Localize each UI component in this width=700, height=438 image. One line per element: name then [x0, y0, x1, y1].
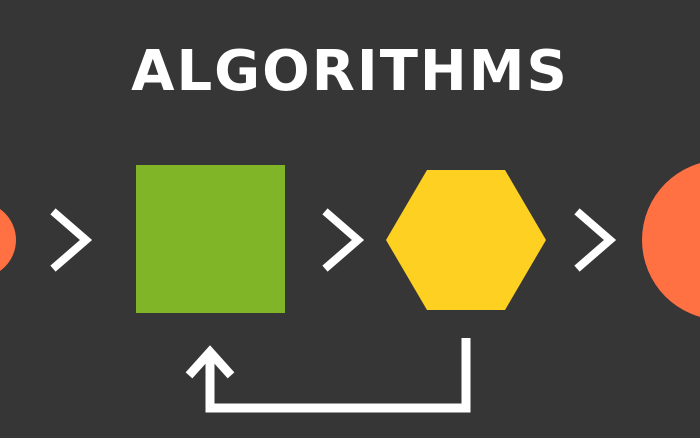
chevron-right-icon	[50, 208, 93, 272]
process-hexagon	[386, 170, 546, 310]
output-circle	[642, 163, 700, 317]
process-square	[136, 165, 285, 313]
input-circle	[0, 209, 16, 271]
chevron-right-icon	[574, 208, 617, 272]
page-title: ALGORITHMS	[131, 39, 569, 104]
chevron-right-icon	[322, 208, 365, 272]
loop-back-arrow-icon	[185, 338, 471, 413]
